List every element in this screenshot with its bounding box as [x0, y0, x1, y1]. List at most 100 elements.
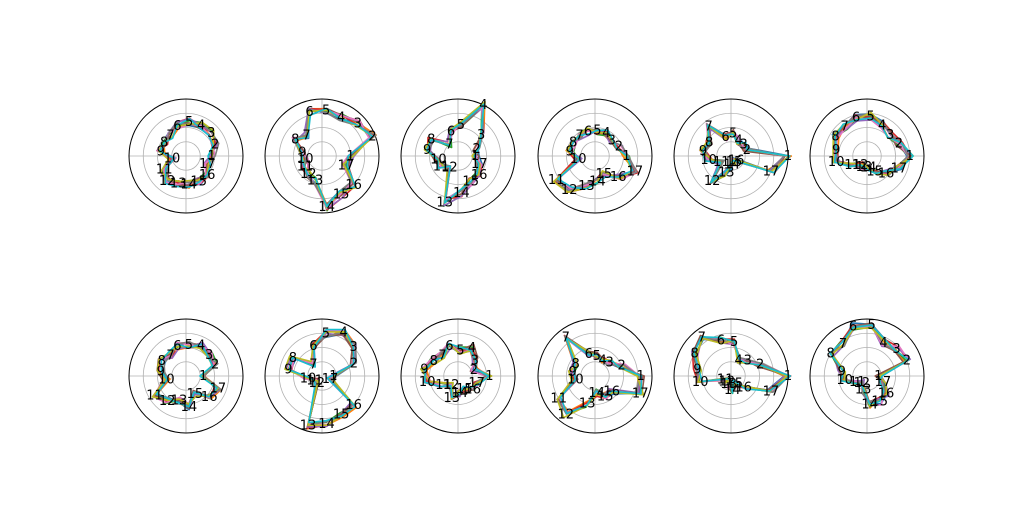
axis-label-8: 8	[831, 130, 839, 145]
series-line-10	[829, 324, 910, 405]
axis-label-3: 3	[471, 354, 479, 369]
axis-label-5: 5	[593, 124, 601, 139]
axis-label-12: 12	[309, 376, 326, 391]
axis-label-12: 12	[558, 408, 575, 423]
series-line-10	[693, 335, 792, 394]
axis-label-12: 12	[561, 183, 578, 198]
axis-label-5: 5	[868, 318, 876, 333]
axis-label-13: 13	[718, 165, 735, 180]
axis-label-1: 1	[622, 149, 630, 164]
axis-label-9: 9	[568, 365, 576, 380]
axis-label-8: 8	[571, 357, 579, 372]
axis-label-13: 13	[720, 377, 737, 392]
axis-label-4: 4	[339, 326, 347, 341]
axis-label-6: 6	[852, 111, 860, 126]
axis-label-11: 11	[713, 155, 730, 170]
axis-label-10: 10	[700, 153, 717, 168]
axis-label-13: 13	[578, 179, 595, 194]
axis-label-16: 16	[199, 168, 216, 183]
axis-label-11: 11	[717, 373, 734, 388]
axis-label-3: 3	[207, 126, 215, 141]
axis-label-12: 12	[852, 158, 869, 173]
axis-label-10: 10	[158, 373, 175, 388]
axis-label-3: 3	[205, 348, 213, 363]
axis-label-2: 2	[211, 138, 219, 153]
axis-label-16: 16	[735, 381, 752, 396]
axis-label-3: 3	[886, 128, 894, 143]
axis-label-15: 15	[866, 164, 883, 179]
axis-label-17: 17	[763, 164, 780, 179]
axis-label-3: 3	[608, 134, 616, 149]
axis-label-17: 17	[891, 161, 908, 176]
axis-label-17: 17	[338, 158, 355, 173]
series-line-10	[155, 343, 218, 408]
axis-label-1: 1	[784, 149, 792, 164]
axis-label-4: 4	[878, 118, 886, 133]
axis-label-16: 16	[471, 168, 488, 183]
axis-label-10: 10	[419, 375, 436, 390]
polar-frame	[400, 318, 516, 434]
axis-label-17: 17	[210, 381, 227, 396]
axis-label-10: 10	[836, 373, 853, 388]
axis-label-1: 1	[906, 149, 914, 164]
polar-frame	[809, 318, 925, 434]
series-line-9	[695, 337, 788, 393]
axis-label-14: 14	[589, 175, 606, 190]
axis-label-3: 3	[349, 340, 357, 355]
series-line-10	[425, 103, 485, 204]
axis-label-14: 14	[451, 386, 468, 401]
axis-label-16: 16	[345, 398, 362, 413]
axis-label-3: 3	[354, 116, 362, 131]
axis-label-12: 12	[443, 378, 460, 393]
axis-label-7: 7	[166, 349, 174, 364]
axis-label-15: 15	[190, 175, 207, 190]
axis-label-4: 4	[479, 98, 487, 113]
axis-label-10: 10	[430, 153, 447, 168]
axis-label-6: 6	[445, 339, 453, 354]
axis-label-7: 7	[839, 337, 847, 352]
polar-frame	[537, 98, 653, 214]
axis-label-2: 2	[903, 354, 911, 369]
axis-label-12: 12	[719, 375, 736, 390]
axis-label-11: 11	[433, 160, 450, 175]
polar-frame	[537, 318, 653, 434]
axis-label-8: 8	[158, 354, 166, 369]
axis-label-15: 15	[726, 155, 743, 170]
series-line-10	[423, 342, 490, 399]
axis-label-7: 7	[166, 129, 174, 144]
axis-label-12: 12	[441, 160, 458, 175]
axis-label-4: 4	[197, 338, 205, 353]
axis-label-15: 15	[596, 167, 613, 182]
axis-label-13: 13	[856, 160, 873, 175]
series-line-6	[692, 334, 790, 393]
axis-label-13: 13	[307, 174, 324, 189]
axis-label-8: 8	[427, 133, 435, 148]
axis-label-15: 15	[333, 187, 350, 202]
axis-label-5: 5	[730, 335, 738, 350]
series-line-10	[557, 129, 634, 190]
axis-label-16: 16	[728, 154, 745, 169]
axis-label-14: 14	[860, 160, 877, 175]
polar-frame	[264, 318, 380, 434]
axis-label-6: 6	[849, 320, 857, 335]
axis-label-15: 15	[597, 389, 614, 404]
axis-label-1: 1	[346, 149, 354, 164]
axis-label-2: 2	[472, 142, 480, 157]
series-line-10	[288, 328, 357, 424]
axis-label-11: 11	[297, 160, 314, 175]
axis-label-9: 9	[157, 144, 165, 159]
axis-label-12: 12	[704, 174, 721, 189]
axis-label-9: 9	[157, 364, 165, 379]
axis-label-2: 2	[895, 137, 903, 152]
axis-label-14: 14	[181, 400, 198, 415]
axis-label-4: 4	[468, 341, 476, 356]
